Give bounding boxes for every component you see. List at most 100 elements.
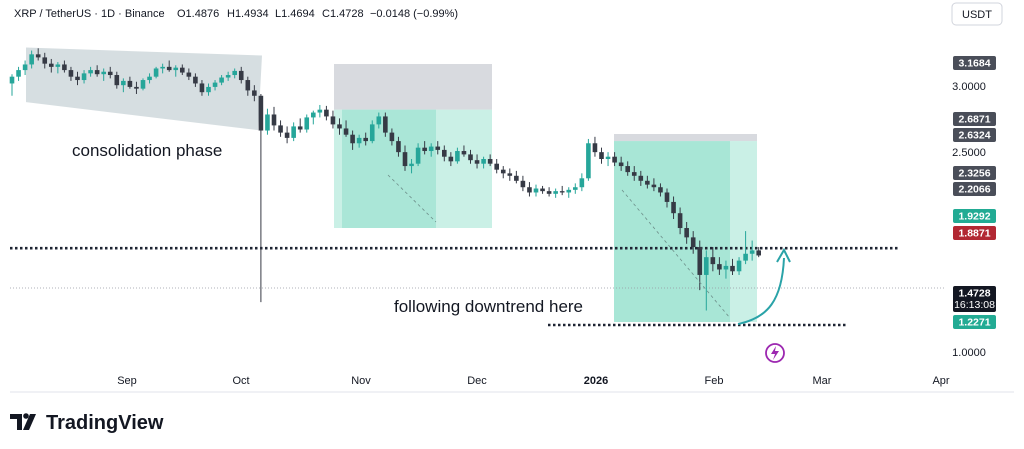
candle-body xyxy=(166,66,172,71)
candle-body xyxy=(664,192,670,202)
svg-text:2.3256: 2.3256 xyxy=(958,168,990,180)
candle-body xyxy=(533,188,539,193)
candle-body xyxy=(468,154,473,161)
candle-body xyxy=(651,184,657,188)
candlestick-series xyxy=(9,48,761,311)
x-tick-label: Sep xyxy=(117,375,137,387)
trend-diagonal-2 xyxy=(621,189,731,319)
candle-body xyxy=(645,180,650,185)
currency-button[interactable]: USDT xyxy=(951,2,1003,26)
candle-body xyxy=(232,70,237,76)
svg-text:2.2066: 2.2066 xyxy=(958,184,990,196)
ohlc-close: C1.4728 xyxy=(322,8,364,20)
symbol-title: XRP / TetherUS · 1D · Binance xyxy=(14,8,165,20)
candle-body xyxy=(690,237,696,248)
candle-body xyxy=(140,80,146,89)
candle-body xyxy=(29,54,34,65)
lightning-icon[interactable] xyxy=(765,343,785,363)
candle-body xyxy=(422,147,427,152)
svg-text:1.9292: 1.9292 xyxy=(958,211,990,223)
candle-body xyxy=(271,114,277,126)
x-tick-label: Apr xyxy=(932,375,949,387)
candle-body xyxy=(566,189,572,193)
tv-logo-icon xyxy=(10,414,22,430)
candle-body xyxy=(160,66,165,69)
candle-body xyxy=(219,77,224,83)
candle-body xyxy=(369,124,375,142)
candle-body xyxy=(723,265,729,270)
ohlc-low: L1.4694 xyxy=(275,8,315,20)
candle-body xyxy=(402,152,408,167)
candle-body xyxy=(481,159,486,164)
candle-body xyxy=(612,156,617,163)
candle-body xyxy=(252,90,257,96)
candle-body xyxy=(356,137,362,144)
candle-body xyxy=(55,64,61,67)
consolidation-label: consolidation phase xyxy=(72,141,222,160)
candle-body xyxy=(487,159,493,164)
candle-body xyxy=(500,169,506,174)
candle-body xyxy=(153,68,159,77)
candle-body xyxy=(62,64,67,71)
candle-body xyxy=(258,95,264,131)
drawing-zones xyxy=(26,47,757,322)
price-axis[interactable]: 3.0000 2.5000 1.0000 3.1684 2.6871 2.6324 2.32… xyxy=(952,56,996,359)
candle-body xyxy=(638,175,644,181)
candle-body xyxy=(599,152,604,160)
stop-zone-2 xyxy=(614,134,757,142)
x-tick-label: Oct xyxy=(232,375,249,387)
svg-text:16:13:08: 16:13:08 xyxy=(954,299,995,311)
stop-zone-1 xyxy=(334,64,492,110)
candle-body xyxy=(376,116,382,125)
ohlc-open: O1.4876 xyxy=(177,8,219,20)
candle-body xyxy=(225,75,231,78)
time-axis[interactable]: Sep Oct Nov Dec 2026 Feb Mar Apr xyxy=(117,375,950,387)
candle-body xyxy=(579,178,585,188)
candle-body xyxy=(311,112,316,118)
candle-body xyxy=(527,187,532,193)
candle-body xyxy=(186,72,192,77)
candle-body xyxy=(697,247,703,275)
currency-button-label: USDT xyxy=(962,9,992,21)
candle-body xyxy=(658,187,663,193)
candle-body xyxy=(16,70,21,77)
x-tick-label: Feb xyxy=(705,375,724,387)
candle-body xyxy=(546,191,552,194)
candle-body xyxy=(586,143,591,179)
projection-arrow xyxy=(737,257,785,325)
candle-body xyxy=(337,124,342,129)
candle-body xyxy=(605,156,611,160)
candle-body xyxy=(573,187,578,190)
price-label: 1.2271 xyxy=(953,315,996,329)
candle-body xyxy=(730,265,735,272)
candle-body xyxy=(265,114,270,131)
x-tick-label: 2026 xyxy=(584,375,608,387)
candle-body xyxy=(520,180,526,188)
candle-body xyxy=(428,146,434,152)
candle-body xyxy=(474,160,480,164)
candle-body xyxy=(350,134,355,144)
candle-body xyxy=(173,67,179,71)
candle-body xyxy=(540,188,545,192)
candle-body xyxy=(22,64,28,71)
candle-body xyxy=(442,149,447,157)
candle-body xyxy=(75,76,80,81)
candle-body xyxy=(88,70,93,74)
candle-body xyxy=(317,109,323,113)
candle-body xyxy=(35,54,41,58)
candle-body xyxy=(94,70,100,75)
svg-text:1.8871: 1.8871 xyxy=(958,228,990,240)
candle-body xyxy=(494,163,499,170)
candle-body xyxy=(199,83,205,93)
brand-name: TradingView xyxy=(46,412,164,434)
price-label: 2.3256 xyxy=(953,166,996,180)
price-label: 3.1684 xyxy=(953,56,996,70)
candle-body xyxy=(68,70,74,77)
candle-body xyxy=(396,141,401,153)
svg-text:2.6324: 2.6324 xyxy=(958,130,990,142)
candle-body xyxy=(127,80,133,87)
candle-body xyxy=(749,250,755,254)
candle-body xyxy=(507,173,513,176)
consolidation-zone xyxy=(26,47,262,131)
